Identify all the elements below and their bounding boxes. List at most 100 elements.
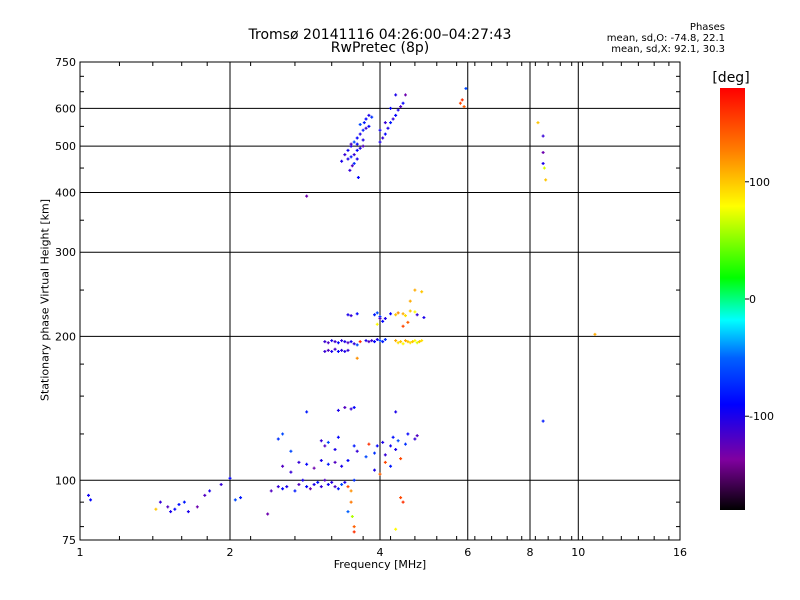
data-point <box>305 462 309 466</box>
data-point <box>346 348 350 352</box>
data-point <box>349 142 353 146</box>
x-axis-label: Frequency [MHz] <box>333 558 427 571</box>
data-point <box>333 485 337 489</box>
data-point <box>361 144 365 148</box>
data-point <box>401 312 405 316</box>
data-point <box>364 455 368 459</box>
data-point <box>386 126 390 130</box>
data-point <box>408 309 412 313</box>
data-point <box>195 505 199 509</box>
data-point <box>415 313 419 317</box>
data-point <box>326 462 330 466</box>
data-point <box>413 288 417 292</box>
data-point <box>381 136 385 140</box>
data-point <box>367 442 371 446</box>
y-tick-label: 500 <box>55 140 76 153</box>
data-point <box>346 341 350 345</box>
data-point <box>333 347 337 351</box>
data-point <box>458 101 462 105</box>
data-point <box>399 340 403 344</box>
data-point <box>336 487 340 491</box>
data-point <box>276 437 280 441</box>
data-point <box>349 489 353 493</box>
data-point <box>343 480 347 484</box>
data-point <box>346 458 350 462</box>
data-point <box>356 175 360 179</box>
data-point <box>269 489 273 493</box>
data-point <box>182 500 186 504</box>
data-point <box>370 339 374 343</box>
data-point <box>349 340 353 344</box>
x-tick-label: 16 <box>673 546 687 559</box>
data-point <box>343 405 347 409</box>
data-point <box>349 314 353 318</box>
data-point <box>383 316 387 320</box>
data-point <box>186 510 190 514</box>
data-point <box>378 339 382 343</box>
data-point <box>355 356 359 360</box>
data-point <box>355 449 359 453</box>
x-tick-label: 1 <box>77 546 84 559</box>
data-point <box>389 121 393 125</box>
data-point <box>333 340 337 344</box>
data-point <box>417 340 421 344</box>
data-point <box>355 136 359 140</box>
data-point <box>355 343 359 347</box>
data-point <box>349 155 353 159</box>
data-point <box>208 489 212 493</box>
y-tick-label: 300 <box>55 246 76 259</box>
colorbar-ticks: 100 0 -100 <box>745 176 774 423</box>
data-point <box>346 510 350 514</box>
data-point <box>330 349 334 353</box>
data-point <box>350 514 354 518</box>
data-point <box>343 340 347 344</box>
colorbar-tick-label: -100 <box>749 410 774 423</box>
chart-title: Tromsø 20141116 04:26:00–04:27:43 <box>248 27 512 43</box>
data-point <box>367 113 371 117</box>
data-point <box>276 485 280 489</box>
data-point <box>394 410 398 414</box>
data-point <box>536 121 540 125</box>
data-point <box>420 290 424 294</box>
data-point <box>323 478 327 482</box>
data-point <box>169 510 173 514</box>
data-point <box>346 157 350 161</box>
data-point <box>403 442 407 446</box>
data-point <box>378 316 382 320</box>
data-point <box>355 148 359 152</box>
data-point <box>464 87 468 91</box>
y-axis-label: Stationary phase Virtual Height [km] <box>38 198 52 402</box>
data-point <box>394 339 398 343</box>
data-point <box>541 150 545 154</box>
data-point <box>460 98 464 102</box>
data-point <box>297 482 301 486</box>
data-point <box>340 464 344 468</box>
data-point <box>349 500 353 504</box>
data-point <box>541 134 545 138</box>
data-point <box>352 405 356 409</box>
data-point <box>305 194 309 198</box>
y-tick-label: 400 <box>55 186 76 199</box>
data-point <box>399 457 403 461</box>
x-tick-label: 10 <box>571 546 585 559</box>
data-point <box>340 348 344 352</box>
data-point <box>394 113 398 117</box>
data-point <box>305 485 309 489</box>
data-point <box>89 498 93 502</box>
data-point <box>352 478 356 482</box>
data-point <box>326 348 330 352</box>
data-point <box>352 530 356 534</box>
data-point <box>173 507 177 511</box>
data-point <box>406 320 410 324</box>
data-point <box>323 340 327 344</box>
data-point <box>352 444 356 448</box>
data-point <box>389 444 393 448</box>
data-point <box>378 140 382 144</box>
data-point <box>336 408 340 412</box>
plot-frame <box>79 61 681 541</box>
data-point <box>422 316 426 320</box>
colorbar-tick-label: 100 <box>749 176 770 189</box>
data-point <box>355 157 359 161</box>
data-point <box>154 507 158 511</box>
data-point <box>312 482 316 486</box>
